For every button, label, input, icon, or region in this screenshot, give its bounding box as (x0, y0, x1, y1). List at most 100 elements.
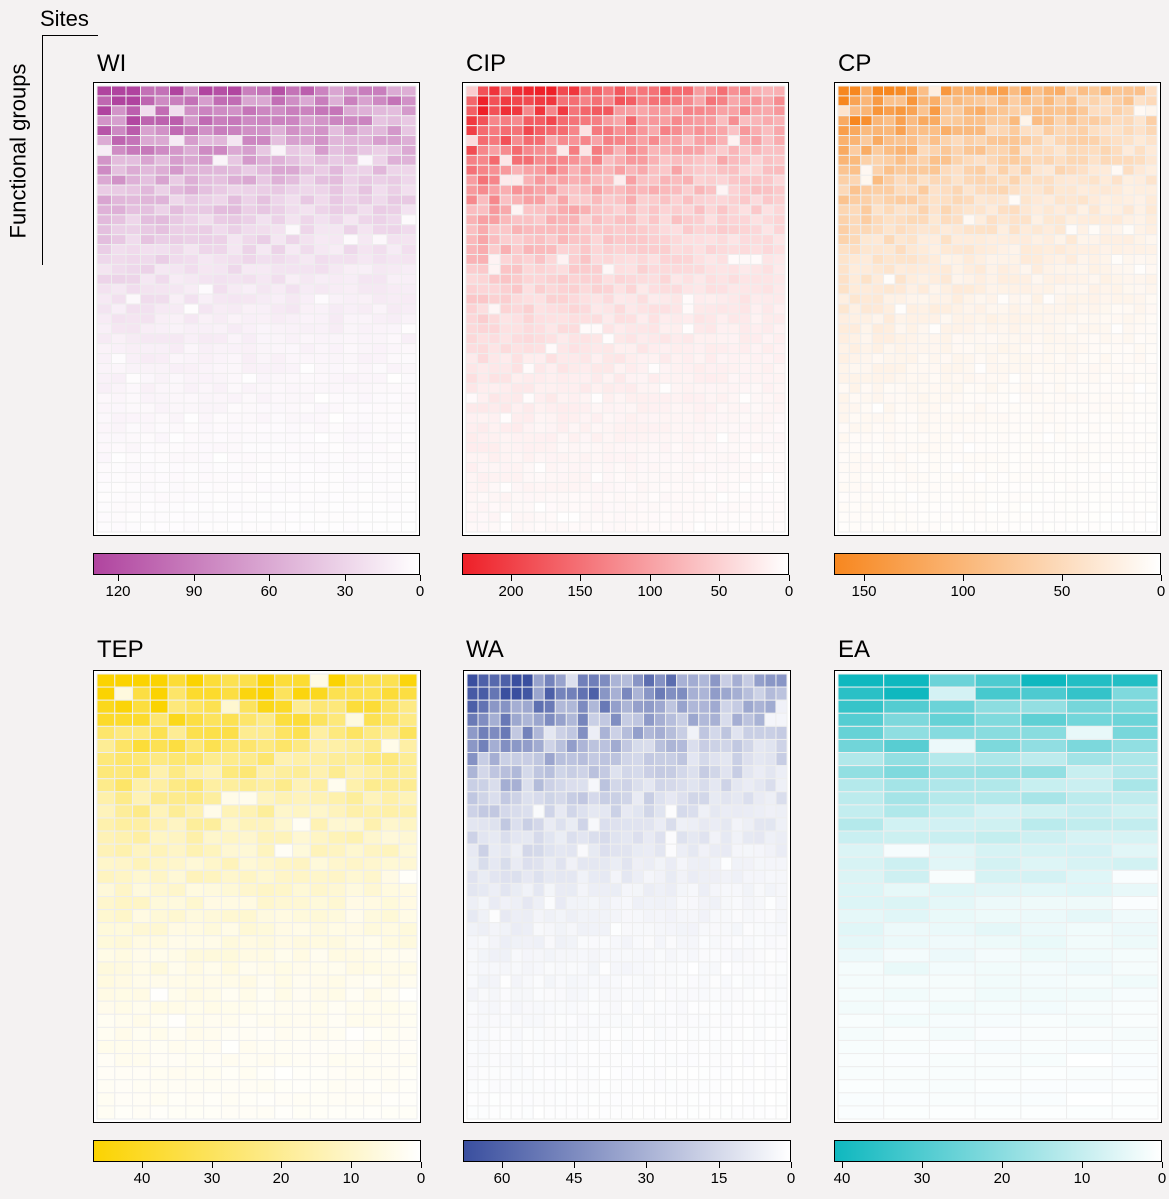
heatmap-cell (750, 214, 763, 226)
heatmap-cell (533, 95, 547, 107)
heatmap-cell (565, 974, 578, 989)
heatmap-cell (256, 372, 272, 384)
heatmap-cell (510, 1013, 523, 1028)
heatmap-cell (125, 382, 141, 394)
heatmap-cell (238, 987, 258, 1002)
heatmap-cell (632, 882, 645, 898)
heatmap-cell (636, 481, 649, 493)
heatmap-cell (533, 115, 547, 127)
heatmap-cell (380, 686, 400, 701)
heatmap-cell (1099, 115, 1112, 127)
heatmap-cell (1122, 184, 1135, 196)
heatmap-cell (96, 686, 116, 701)
heatmap-cell (704, 244, 718, 255)
heatmap-cell (568, 511, 581, 523)
heatmap-cell (554, 765, 567, 780)
heatmap-cell (962, 382, 976, 394)
heatmap-cell (951, 333, 964, 345)
heatmap-cell (985, 432, 999, 444)
heatmap-cell (738, 273, 752, 285)
heatmap-cell (466, 804, 479, 819)
heatmap-cell (363, 1105, 382, 1120)
heatmap-cell (997, 144, 1010, 156)
heatmap-cell (532, 686, 545, 701)
heatmap-cell (727, 472, 740, 483)
heatmap-cell (775, 909, 788, 924)
heatmap-cell (511, 273, 524, 285)
heatmap-cell (521, 896, 534, 911)
heatmap-cell (270, 303, 286, 315)
heatmap-cell (568, 263, 581, 275)
heatmap-cell (343, 303, 359, 315)
heatmap-cell (345, 1053, 365, 1068)
heatmap-cell (579, 462, 592, 474)
heatmap-cell (1076, 253, 1090, 265)
heatmap-cell (681, 422, 695, 434)
heatmap-cell (738, 293, 752, 305)
heatmap-cell (905, 501, 919, 513)
heatmap-cell (654, 1000, 667, 1015)
heatmap-cell (587, 922, 600, 937)
heatmap-cell (1088, 154, 1101, 166)
heatmap-cell (220, 1066, 240, 1081)
heatmap-cell (598, 752, 611, 767)
heatmap-cell (698, 1013, 711, 1028)
heatmap-cell (125, 323, 141, 335)
heatmap-cell (940, 452, 953, 464)
heatmap-cell (647, 353, 661, 365)
heatmap-cell (1008, 283, 1021, 295)
heatmap-cell (654, 725, 667, 740)
heatmap-cell (522, 313, 535, 325)
heatmap-cell (465, 115, 478, 127)
heatmap-cell (720, 856, 733, 871)
heatmap-cell (466, 817, 479, 832)
heatmap-cell (951, 521, 964, 533)
heatmap-cell (556, 442, 570, 454)
heatmap-cell (636, 462, 649, 474)
heatmap-cell (488, 343, 501, 355)
heatmap-cell (401, 234, 417, 246)
heatmap-cell (848, 184, 862, 196)
heatmap-cell (488, 95, 501, 107)
heatmap-cell (545, 402, 558, 414)
heatmap-cell (587, 856, 600, 871)
heatmap-cell (598, 712, 611, 727)
heatmap-cell (951, 462, 964, 474)
heatmap-cell (860, 273, 873, 285)
heatmap-cell (328, 85, 344, 97)
heatmap-cell (704, 363, 718, 374)
heatmap-cell (962, 452, 976, 464)
heatmap-cell (556, 204, 570, 216)
heatmap-cell (837, 333, 850, 345)
heatmap-cell (716, 194, 729, 206)
heatmap-cell (386, 353, 402, 365)
heatmap-cell (1031, 234, 1044, 246)
heatmap-cell (140, 95, 156, 107)
heatmap-cell (212, 353, 228, 365)
heatmap-cell (327, 817, 347, 832)
heatmap-cell (183, 343, 199, 355)
heatmap-cell (654, 987, 667, 1002)
heatmap-cell (212, 253, 228, 265)
heatmap-cell (1019, 432, 1033, 444)
heatmap-cell (556, 164, 570, 176)
heatmap-cell (1019, 234, 1033, 246)
heatmap-cell (499, 372, 513, 384)
heatmap-cell (241, 412, 257, 424)
heatmap-cell (568, 491, 581, 503)
heatmap-cell (154, 204, 170, 216)
heatmap-cell (720, 909, 733, 924)
heatmap-cell (731, 765, 744, 780)
heatmap-cell (111, 363, 127, 374)
heatmap-cell (609, 948, 622, 963)
heatmap-cell (132, 935, 151, 950)
heatmap-cell (328, 115, 344, 127)
heatmap-cell (636, 234, 649, 246)
heatmap-cell (543, 1000, 556, 1015)
heatmap-cell (522, 323, 535, 335)
heatmap-cell (532, 935, 545, 950)
heatmap-cell (554, 791, 567, 806)
heatmap-cell (386, 293, 402, 305)
heatmap-cell (716, 462, 729, 474)
heatmap-cell (499, 909, 512, 924)
